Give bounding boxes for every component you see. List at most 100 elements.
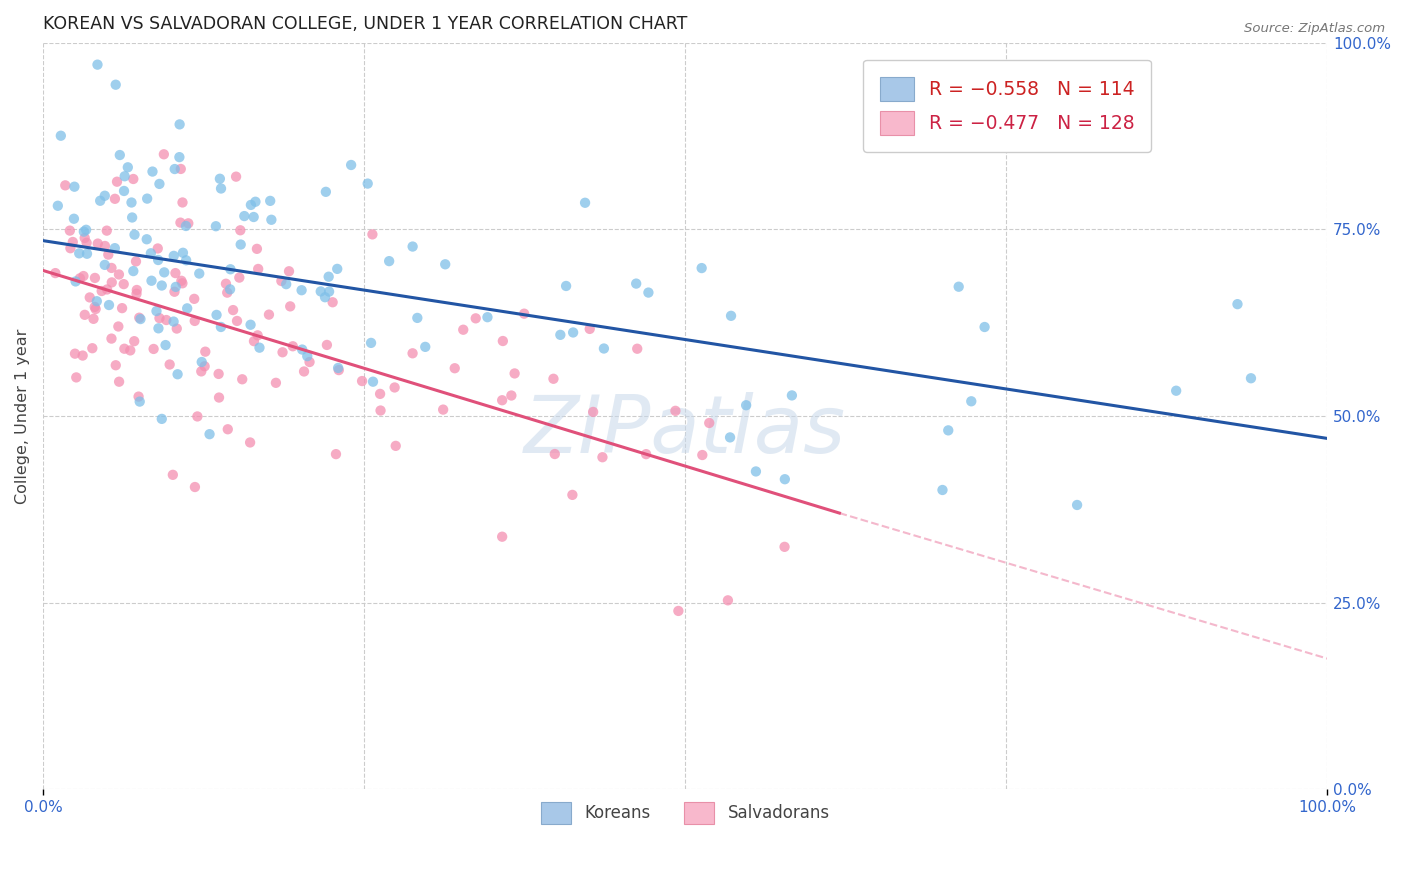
Point	[432, 402, 454, 417]
Point	[176, 301, 198, 316]
Point	[401, 346, 423, 360]
Point	[146, 242, 169, 256]
Point	[697, 416, 720, 430]
Point	[513, 307, 536, 321]
Point	[370, 403, 392, 417]
Point	[246, 242, 269, 256]
Point	[82, 311, 104, 326]
Point	[735, 398, 758, 412]
Point	[360, 335, 382, 350]
Point	[257, 308, 280, 322]
Point	[219, 262, 242, 277]
Point	[153, 147, 176, 161]
Point	[948, 279, 970, 293]
Point	[128, 390, 150, 404]
Point	[226, 314, 249, 328]
Point	[166, 368, 188, 382]
Point	[186, 409, 208, 424]
Point	[194, 359, 217, 374]
Point	[136, 192, 159, 206]
Point	[543, 372, 565, 386]
Point	[121, 195, 143, 210]
Point	[624, 277, 647, 291]
Point	[148, 177, 170, 191]
Point	[215, 277, 238, 291]
Point	[229, 237, 252, 252]
Point	[135, 232, 157, 246]
Point	[148, 321, 170, 335]
Point	[155, 338, 177, 352]
Point	[111, 301, 134, 315]
Point	[73, 308, 96, 322]
Point	[177, 216, 200, 230]
Point	[53, 178, 76, 193]
Point	[637, 285, 659, 300]
Point	[773, 472, 796, 486]
Point	[194, 344, 217, 359]
Point	[100, 276, 122, 290]
Point	[229, 223, 252, 237]
Point	[217, 285, 239, 300]
Point	[292, 364, 315, 378]
Point	[318, 269, 340, 284]
Point	[207, 367, 229, 381]
Point	[1066, 498, 1088, 512]
Point	[260, 212, 283, 227]
Point	[626, 342, 648, 356]
Point	[86, 294, 108, 309]
Point	[165, 280, 187, 294]
Point	[59, 241, 82, 255]
Point	[112, 277, 135, 292]
Point	[170, 274, 193, 288]
Point	[59, 224, 82, 238]
Point	[205, 219, 228, 234]
Point	[401, 239, 423, 253]
Point	[314, 290, 336, 304]
Point	[98, 298, 121, 312]
Point	[120, 343, 142, 358]
Point	[1240, 371, 1263, 385]
Point	[931, 483, 953, 497]
Point	[245, 194, 267, 209]
Point	[163, 285, 186, 299]
Point	[278, 299, 301, 313]
Point	[561, 488, 583, 502]
Point	[690, 261, 713, 276]
Point	[434, 257, 457, 271]
Point	[82, 341, 104, 355]
Point	[208, 171, 231, 186]
Point	[188, 267, 211, 281]
Point	[125, 286, 148, 301]
Point	[104, 192, 127, 206]
Point	[89, 194, 111, 208]
Point	[96, 224, 118, 238]
Point	[259, 194, 281, 208]
Point	[718, 430, 741, 444]
Point	[477, 310, 499, 325]
Point	[83, 300, 105, 314]
Point	[129, 312, 152, 326]
Point	[170, 161, 193, 176]
Point	[291, 283, 314, 297]
Text: KOREAN VS SALVADORAN COLLEGE, UNDER 1 YEAR CORRELATION CHART: KOREAN VS SALVADORAN COLLEGE, UNDER 1 YE…	[44, 15, 688, 33]
Point	[121, 211, 143, 225]
Point	[153, 265, 176, 279]
Point	[692, 448, 714, 462]
Point	[745, 465, 768, 479]
Point	[174, 253, 197, 268]
Point	[664, 404, 686, 418]
Point	[104, 78, 127, 92]
Point	[555, 279, 578, 293]
Point	[146, 252, 169, 267]
Point	[62, 235, 84, 249]
Point	[574, 195, 596, 210]
Point	[298, 355, 321, 369]
Point	[242, 210, 264, 224]
Point	[1166, 384, 1188, 398]
Point	[96, 283, 118, 297]
Point	[233, 209, 256, 223]
Point	[169, 117, 191, 131]
Point	[780, 388, 803, 402]
Point	[169, 150, 191, 164]
Point	[544, 447, 567, 461]
